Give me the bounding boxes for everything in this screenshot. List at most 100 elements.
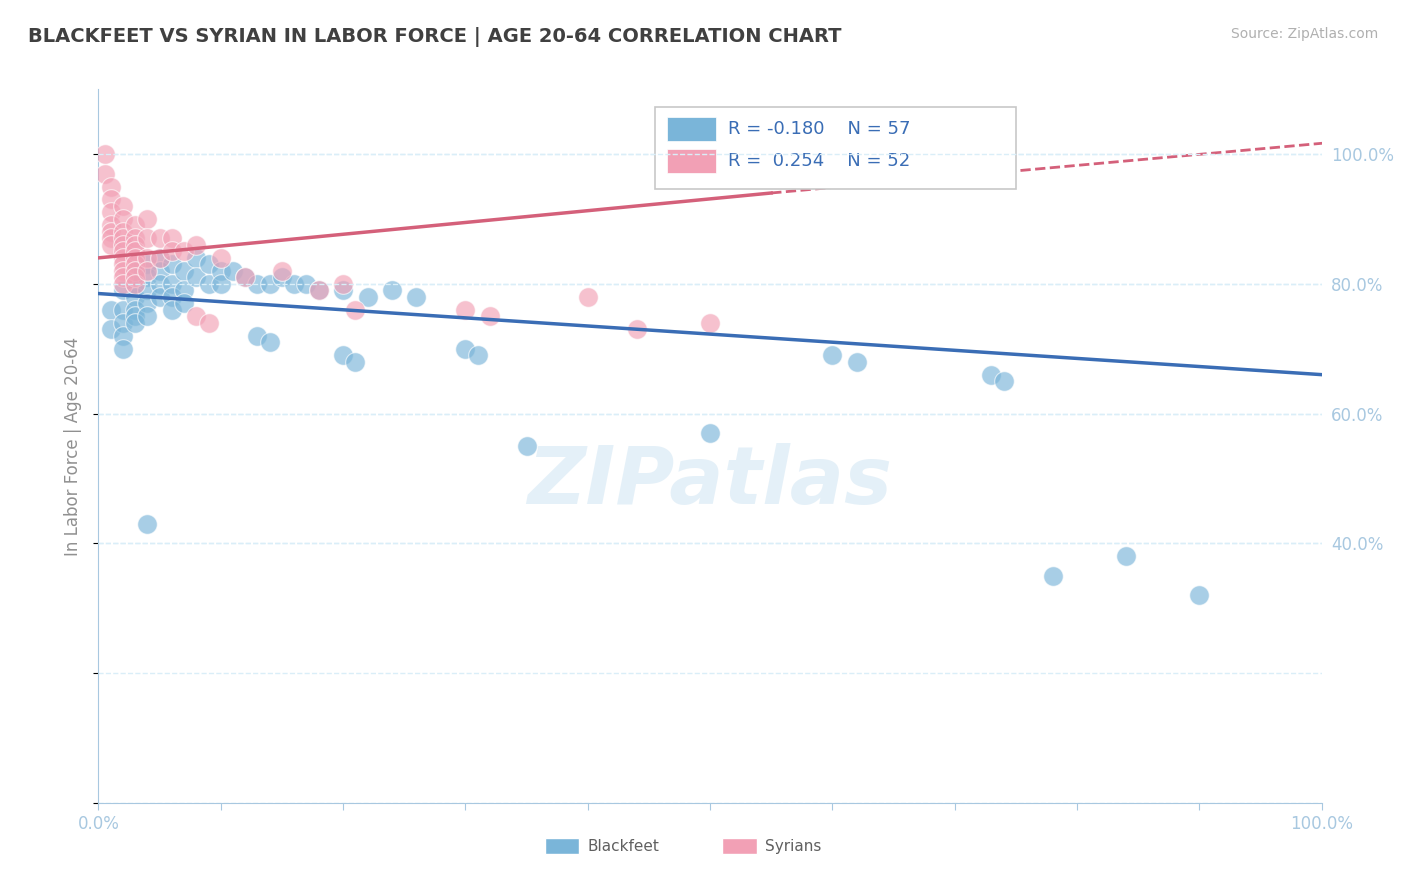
Point <box>344 302 367 317</box>
Point <box>308 283 330 297</box>
Point <box>1042 568 1064 582</box>
Point <box>149 277 172 291</box>
Point <box>173 296 195 310</box>
Point <box>124 231 146 245</box>
Point <box>515 439 537 453</box>
Point <box>136 257 159 271</box>
Point <box>246 328 269 343</box>
Point <box>111 251 134 265</box>
Point <box>149 251 172 265</box>
Point <box>821 348 844 362</box>
Point <box>209 251 232 265</box>
Point <box>699 425 721 440</box>
Point <box>1188 588 1211 602</box>
Point <box>136 296 159 310</box>
FancyBboxPatch shape <box>668 149 716 173</box>
Point <box>186 270 208 285</box>
Point <box>136 211 159 226</box>
Point <box>160 244 183 259</box>
Point <box>100 231 122 245</box>
Point <box>136 516 159 531</box>
Point <box>136 264 159 278</box>
Point <box>186 238 208 252</box>
Point <box>186 251 208 265</box>
Point <box>111 264 134 278</box>
Point <box>233 270 256 285</box>
Point <box>160 277 183 291</box>
Point <box>149 231 172 245</box>
Point <box>111 238 134 252</box>
Point <box>160 231 183 245</box>
Point <box>173 283 195 297</box>
Point <box>100 238 122 252</box>
Point <box>111 283 134 297</box>
Point <box>173 244 195 259</box>
Point <box>136 310 159 324</box>
Point <box>124 264 146 278</box>
Point <box>124 310 146 324</box>
Point <box>332 283 354 297</box>
Point <box>160 290 183 304</box>
Point <box>160 257 183 271</box>
Point <box>467 348 489 362</box>
Point <box>111 342 134 356</box>
Point <box>626 322 648 336</box>
Point <box>160 302 183 317</box>
Point <box>209 264 232 278</box>
Point <box>93 147 115 161</box>
Point <box>100 219 122 233</box>
Point <box>356 290 378 304</box>
Text: Source: ZipAtlas.com: Source: ZipAtlas.com <box>1230 27 1378 41</box>
Point <box>845 354 868 368</box>
Point <box>100 179 122 194</box>
Point <box>100 193 122 207</box>
Text: R =  0.254    N = 52: R = 0.254 N = 52 <box>728 153 911 170</box>
Point <box>233 270 256 285</box>
Point <box>980 368 1002 382</box>
Point <box>270 270 294 285</box>
Point <box>111 244 134 259</box>
Point <box>124 244 146 259</box>
Point <box>111 302 134 317</box>
Point <box>111 225 134 239</box>
Point <box>111 199 134 213</box>
Point <box>405 290 427 304</box>
FancyBboxPatch shape <box>723 838 756 855</box>
Point <box>100 302 122 317</box>
Point <box>332 277 354 291</box>
Point <box>136 231 159 245</box>
Point <box>111 211 134 226</box>
Point <box>149 251 172 265</box>
Point <box>136 283 159 297</box>
Point <box>270 264 294 278</box>
Point <box>136 270 159 285</box>
Point <box>124 251 146 265</box>
Point <box>111 270 134 285</box>
Point <box>111 316 134 330</box>
Point <box>576 290 599 304</box>
Text: ZIPatlas: ZIPatlas <box>527 442 893 521</box>
Point <box>136 251 159 265</box>
Point <box>197 277 219 291</box>
Point <box>295 277 318 291</box>
Text: Blackfeet: Blackfeet <box>588 838 659 854</box>
Point <box>124 277 146 291</box>
Point <box>197 257 219 271</box>
Point <box>259 335 281 350</box>
Point <box>478 310 501 324</box>
Point <box>149 290 172 304</box>
Point <box>100 225 122 239</box>
Point <box>222 264 245 278</box>
Point <box>454 342 477 356</box>
Point <box>124 316 146 330</box>
Point <box>124 219 146 233</box>
Point <box>209 277 232 291</box>
Point <box>93 167 115 181</box>
Point <box>259 277 281 291</box>
Text: BLACKFEET VS SYRIAN IN LABOR FORCE | AGE 20-64 CORRELATION CHART: BLACKFEET VS SYRIAN IN LABOR FORCE | AGE… <box>28 27 842 46</box>
Point <box>186 310 208 324</box>
Point <box>100 205 122 219</box>
Point <box>332 348 354 362</box>
FancyBboxPatch shape <box>546 838 579 855</box>
Point <box>124 277 146 291</box>
